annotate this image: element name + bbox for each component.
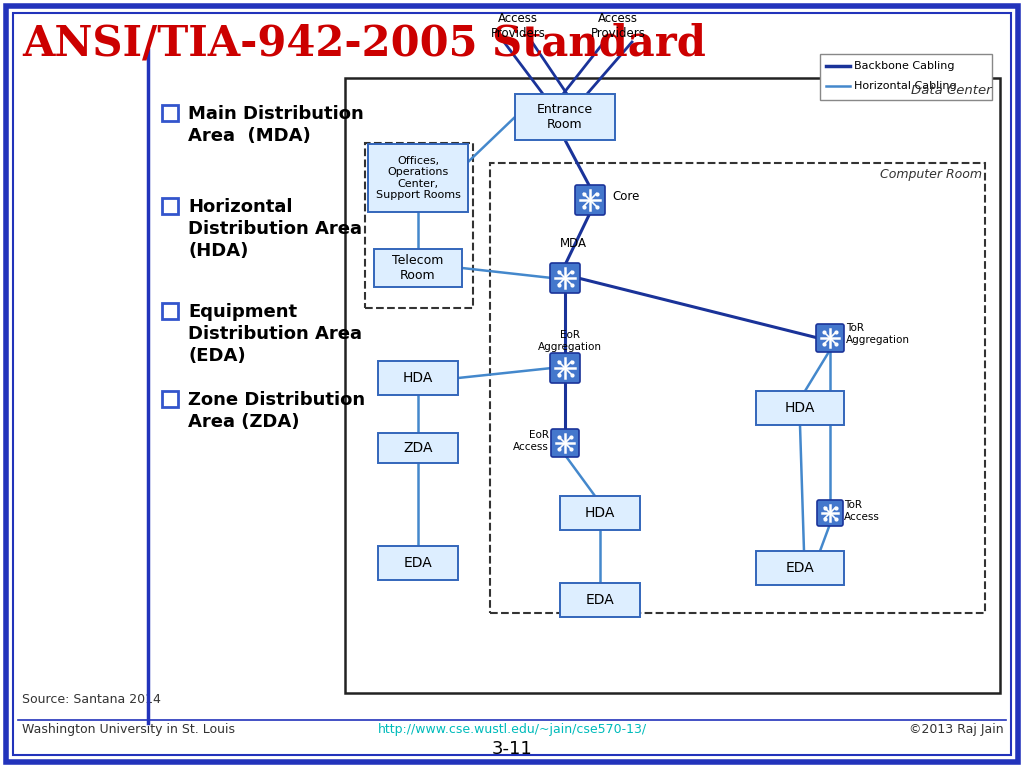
FancyBboxPatch shape: [575, 185, 605, 215]
Text: Washington University in St. Louis: Washington University in St. Louis: [22, 723, 234, 736]
FancyBboxPatch shape: [378, 546, 458, 580]
FancyBboxPatch shape: [560, 583, 640, 617]
Text: ToR
Access: ToR Access: [844, 500, 880, 521]
Text: EoR
Access: EoR Access: [513, 430, 549, 452]
FancyBboxPatch shape: [550, 263, 580, 293]
Text: Equipment
Distribution Area
(EDA): Equipment Distribution Area (EDA): [188, 303, 362, 366]
FancyBboxPatch shape: [378, 361, 458, 395]
Text: EDA: EDA: [586, 593, 614, 607]
Text: Horizontal
Distribution Area
(HDA): Horizontal Distribution Area (HDA): [188, 198, 362, 260]
Text: Entrance
Room: Entrance Room: [537, 103, 593, 131]
FancyBboxPatch shape: [374, 249, 462, 287]
Text: Offices,
Operations
Center,
Support Rooms: Offices, Operations Center, Support Room…: [376, 156, 461, 200]
Text: ZDA: ZDA: [403, 441, 433, 455]
Text: Access
Providers: Access Providers: [490, 12, 546, 40]
FancyBboxPatch shape: [560, 496, 640, 530]
FancyBboxPatch shape: [515, 94, 615, 140]
Text: ToR
Aggregation: ToR Aggregation: [846, 323, 910, 345]
Text: Telecom
Room: Telecom Room: [392, 254, 443, 282]
FancyBboxPatch shape: [820, 54, 992, 100]
FancyBboxPatch shape: [6, 6, 1018, 762]
Text: Computer Room: Computer Room: [880, 168, 982, 181]
FancyBboxPatch shape: [816, 324, 844, 352]
FancyBboxPatch shape: [378, 433, 458, 463]
Text: http://www.cse.wustl.edu/~jain/cse570-13/: http://www.cse.wustl.edu/~jain/cse570-13…: [378, 723, 646, 736]
Text: EDA: EDA: [785, 561, 814, 575]
FancyBboxPatch shape: [756, 551, 844, 585]
FancyBboxPatch shape: [162, 303, 178, 319]
Text: Zone Distribution
Area (ZDA): Zone Distribution Area (ZDA): [188, 391, 366, 431]
FancyBboxPatch shape: [756, 391, 844, 425]
Text: Backbone Cabling: Backbone Cabling: [854, 61, 954, 71]
Text: Main Distribution
Area  (MDA): Main Distribution Area (MDA): [188, 105, 364, 145]
Text: ©2013 Raj Jain: ©2013 Raj Jain: [909, 723, 1004, 736]
Text: Data Center: Data Center: [911, 84, 992, 97]
Text: 3-11: 3-11: [492, 740, 532, 758]
Text: MDA: MDA: [559, 237, 587, 250]
FancyBboxPatch shape: [368, 144, 468, 212]
FancyBboxPatch shape: [162, 105, 178, 121]
FancyBboxPatch shape: [162, 391, 178, 407]
FancyBboxPatch shape: [817, 500, 843, 526]
Text: EoR
Aggregation: EoR Aggregation: [538, 330, 602, 352]
FancyBboxPatch shape: [162, 198, 178, 214]
Text: ANSI/TIA-942-2005 Standard: ANSI/TIA-942-2005 Standard: [22, 23, 706, 65]
FancyBboxPatch shape: [550, 353, 580, 383]
Text: Access
Providers: Access Providers: [591, 12, 645, 40]
Text: EDA: EDA: [403, 556, 432, 570]
Text: Horizontal Cabling: Horizontal Cabling: [854, 81, 956, 91]
Text: HDA: HDA: [784, 401, 815, 415]
Text: Core: Core: [612, 190, 639, 203]
FancyBboxPatch shape: [345, 78, 1000, 693]
Text: Source: Santana 2014: Source: Santana 2014: [22, 693, 161, 706]
Text: HDA: HDA: [585, 506, 615, 520]
Text: HDA: HDA: [402, 371, 433, 385]
FancyBboxPatch shape: [551, 429, 579, 457]
